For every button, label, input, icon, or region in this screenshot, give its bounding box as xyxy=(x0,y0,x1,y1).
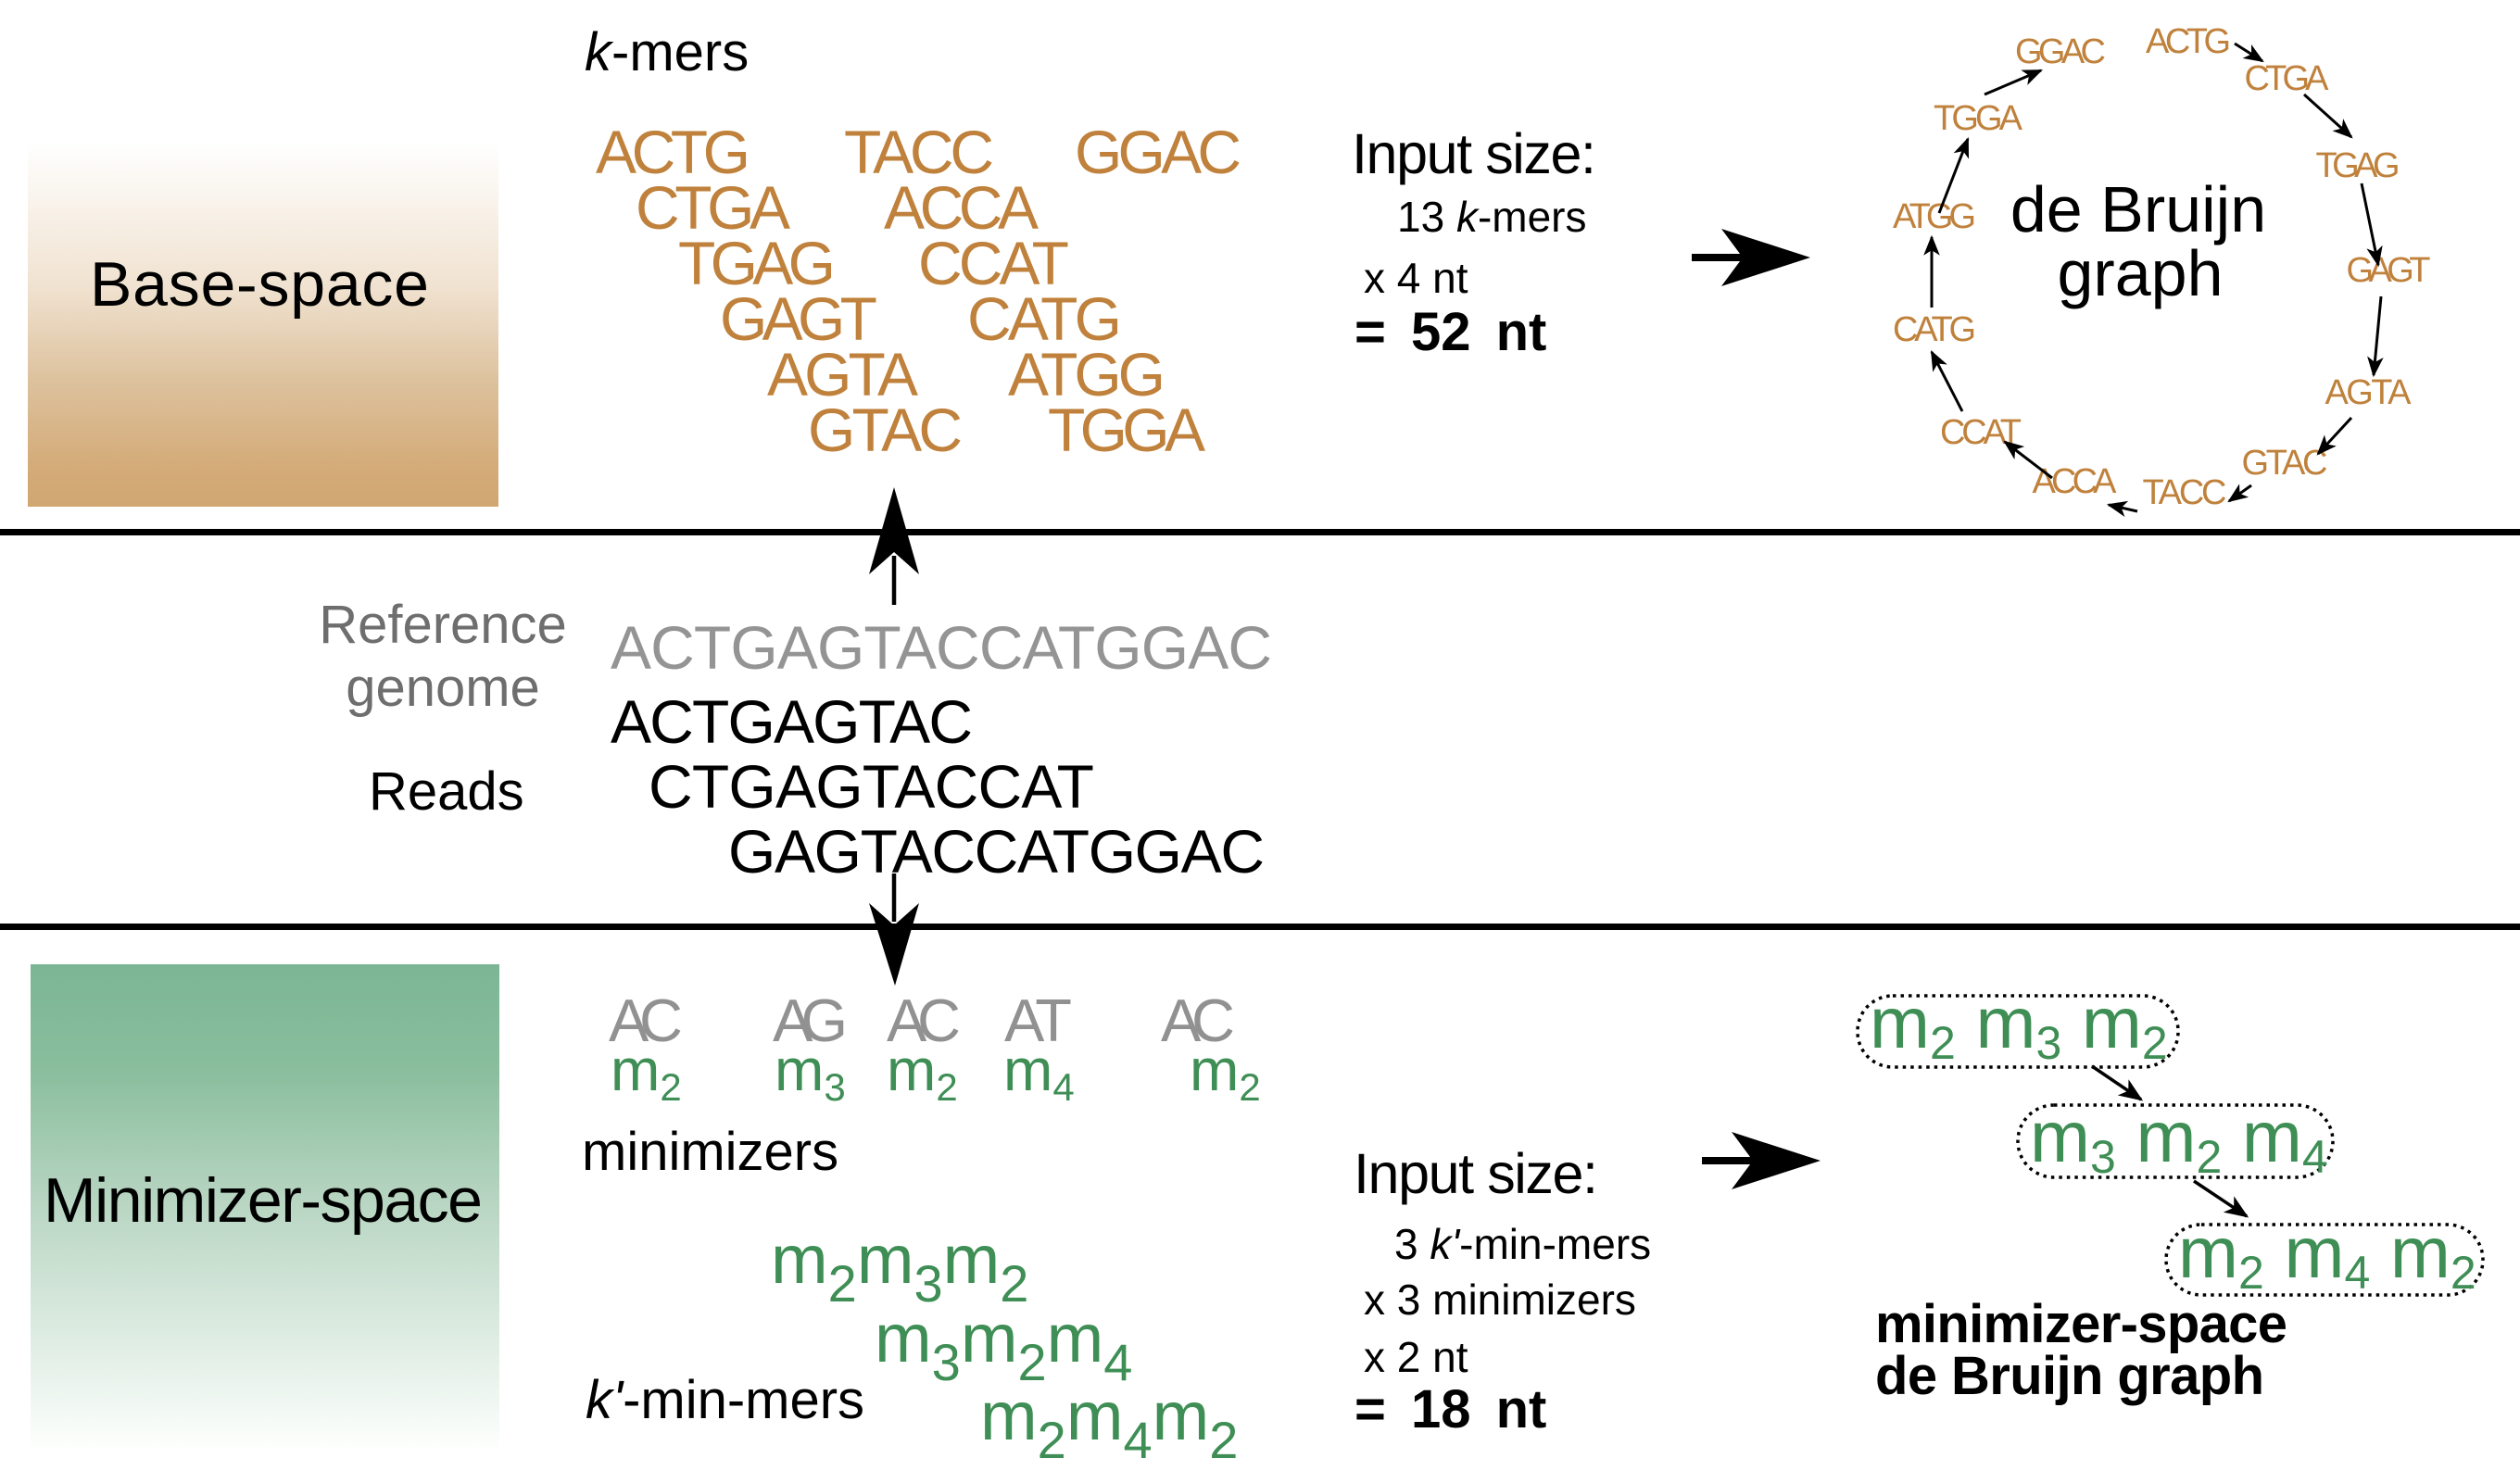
svg-text:ACTG: ACTG xyxy=(596,118,750,186)
svg-text:GAGT: GAGT xyxy=(2347,251,2431,290)
svg-text:Base-space: Base-space xyxy=(90,249,429,320)
svg-text:ACCA: ACCA xyxy=(2033,462,2118,501)
svg-text:CTGAGTACCAT: CTGAGTACCAT xyxy=(649,752,1094,821)
svg-text:AT: AT xyxy=(1004,987,1072,1054)
svg-text:GTAC: GTAC xyxy=(808,396,963,464)
svg-text:m2 m3 m2: m2 m3 m2 xyxy=(1870,982,2168,1069)
svg-text:= 52 nt: = 52 nt xyxy=(1354,302,1546,362)
svg-text:minimizers: minimizers xyxy=(582,1122,838,1182)
svg-text:ACTGAGTAC: ACTGAGTAC xyxy=(611,687,973,756)
svg-text:CTGA: CTGA xyxy=(636,173,790,242)
svg-text:m2 m4 m2: m2 m4 m2 xyxy=(2178,1212,2476,1299)
svg-text:m2m4m2: m2m4m2 xyxy=(980,1377,1238,1458)
svg-text:Reference: Reference xyxy=(319,595,567,655)
svg-text:TGGA: TGGA xyxy=(1934,99,2023,138)
svg-text:TACC: TACC xyxy=(844,118,994,186)
svg-text:de Bruijn: de Bruijn xyxy=(2010,173,2266,245)
svg-text:AC: AC xyxy=(1161,987,1235,1054)
svg-text:GTAC: GTAC xyxy=(2242,444,2328,483)
svg-text:TGGA: TGGA xyxy=(1048,396,1205,464)
svg-text:CCAT: CCAT xyxy=(918,229,1069,297)
svg-text:13 k-mers: 13 k-mers xyxy=(1397,193,1587,241)
svg-text:GGAC: GGAC xyxy=(1075,118,1241,186)
svg-text:ACTGAGTACCATGGAC: ACTGAGTACCATGGAC xyxy=(611,613,1272,682)
svg-text:genome: genome xyxy=(346,658,540,718)
svg-text:minimizer-space: minimizer-space xyxy=(1875,1294,2287,1354)
svg-text:CTGA: CTGA xyxy=(2245,59,2330,98)
svg-text:= 18 nt: = 18 nt xyxy=(1354,1379,1546,1439)
svg-text:TGAG: TGAG xyxy=(678,229,836,297)
svg-text:k-mers: k-mers xyxy=(585,22,749,82)
svg-text:AGTA: AGTA xyxy=(2325,373,2413,412)
svg-text:ACTG: ACTG xyxy=(2146,22,2231,61)
svg-text:m3: m3 xyxy=(775,1037,846,1109)
svg-text:CATG: CATG xyxy=(967,284,1122,353)
svg-text:Reads: Reads xyxy=(369,761,524,822)
svg-text:AC: AC xyxy=(609,987,683,1054)
svg-text:x 2 nt: x 2 nt xyxy=(1364,1333,1468,1381)
svg-text:AGTA: AGTA xyxy=(767,340,918,408)
svg-text:AG: AG xyxy=(773,987,848,1054)
svg-text:de Bruijn graph: de Bruijn graph xyxy=(1875,1346,2264,1406)
svg-text:3 k'-min-mers: 3 k'-min-mers xyxy=(1394,1220,1651,1268)
svg-text:Minimizer-space: Minimizer-space xyxy=(44,1165,483,1236)
svg-text:TGAG: TGAG xyxy=(2316,146,2400,185)
svg-text:m4: m4 xyxy=(1003,1037,1075,1109)
svg-text:ATGG: ATGG xyxy=(1008,340,1166,408)
svg-text:m3m2m4: m3m2m4 xyxy=(875,1300,1132,1391)
svg-text:graph: graph xyxy=(2057,237,2223,309)
svg-text:m3 m2 m4: m3 m2 m4 xyxy=(2030,1096,2328,1183)
svg-text:AC: AC xyxy=(887,987,961,1054)
svg-text:m2: m2 xyxy=(1190,1037,1261,1109)
svg-text:Input size:: Input size: xyxy=(1352,122,1596,185)
svg-text:ATGG: ATGG xyxy=(1893,197,1976,236)
svg-text:GAGT: GAGT xyxy=(720,284,877,353)
svg-text:GGAC: GGAC xyxy=(2015,32,2106,71)
svg-text:k'-min-mers: k'-min-mers xyxy=(586,1370,864,1430)
svg-text:Input size:: Input size: xyxy=(1354,1142,1598,1205)
svg-text:m2m3m2: m2m3m2 xyxy=(771,1221,1028,1313)
svg-text:m2: m2 xyxy=(611,1037,682,1109)
svg-text:CATG: CATG xyxy=(1893,310,1976,349)
svg-text:m2: m2 xyxy=(887,1037,958,1109)
svg-text:GAGTACCATGGAC: GAGTACCATGGAC xyxy=(728,817,1265,886)
svg-text:ACCA: ACCA xyxy=(884,173,1039,242)
svg-text:x 3 minimizers: x 3 minimizers xyxy=(1364,1276,1636,1324)
svg-text:TACC: TACC xyxy=(2143,473,2227,512)
svg-text:x 4 nt: x 4 nt xyxy=(1364,254,1468,302)
